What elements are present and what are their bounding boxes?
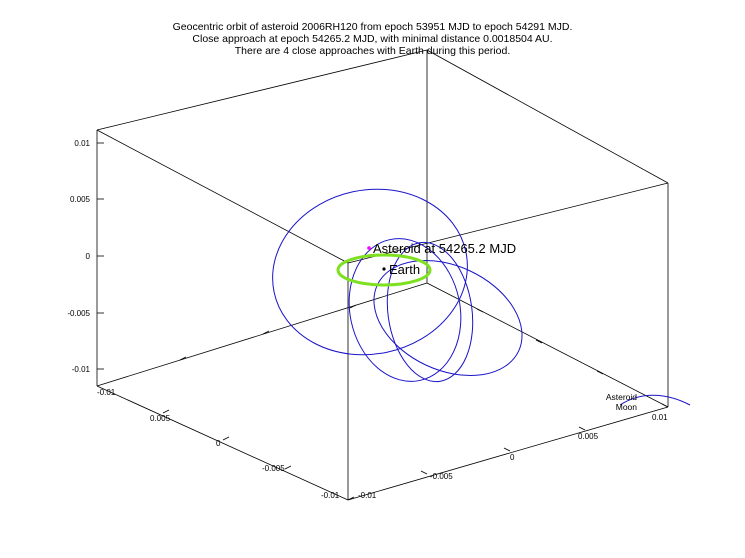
right-tick-label: -0.01 (358, 491, 377, 500)
tick-mark (535, 339, 543, 344)
asteroid-marker (367, 246, 371, 250)
right-tick-label: -0.005 (430, 472, 453, 481)
earth-marker (382, 267, 386, 271)
left-tick-label: -0.01 (97, 388, 116, 397)
z-tick-label: -0.01 (72, 365, 91, 374)
legend: Asteroid Moon (606, 392, 637, 412)
asteroid-orbit-loop (272, 188, 468, 356)
tick-mark (596, 370, 604, 375)
box-edge (96, 385, 349, 501)
asteroid-orbit (272, 188, 691, 406)
title-line-3: There are 4 close approaches with Earth … (234, 45, 511, 57)
tick-mark (179, 356, 187, 361)
box-edge (347, 182, 669, 264)
legend-entry-moon: Moon (616, 402, 638, 412)
asteroid-orbit-loop (386, 241, 474, 383)
title-line-2: Close approach at epoch 54265.2 MJD, wit… (192, 33, 553, 45)
tick-mark (349, 304, 357, 309)
tick-mark (476, 308, 484, 313)
tick-mark (578, 426, 586, 431)
tick-mark (262, 330, 270, 335)
tick-mark (420, 470, 428, 475)
left-axis-labels: -0.01 0.005 0 -0.005 -0.01 (97, 388, 340, 500)
plot-box (96, 49, 669, 501)
tick-mark (222, 436, 230, 441)
tick-mark (503, 447, 511, 452)
asteroid-position-label: Asteroid at 54265.2 MJD (373, 241, 516, 256)
box-edge (96, 49, 428, 131)
box-edge (96, 129, 349, 264)
box-edge (426, 49, 669, 184)
box-edge (347, 406, 669, 501)
title-line-1: Geocentric orbit of asteroid 2006RH120 f… (172, 21, 573, 33)
legend-entry-asteroid: Asteroid (606, 392, 637, 402)
tick-mark (347, 496, 355, 501)
box-edge (96, 282, 428, 387)
tick-marks (97, 142, 669, 501)
tick-mark (661, 403, 669, 408)
z-tick-label: 0 (86, 252, 91, 261)
moon-orbit (336, 253, 432, 287)
right-tick-label: 0.005 (578, 432, 599, 441)
left-tick-label: 0 (216, 439, 221, 448)
right-tick-label: 0 (510, 453, 515, 462)
z-tick-label: 0.005 (70, 195, 91, 204)
right-tick-label: 0.01 (652, 413, 668, 422)
left-tick-label: -0.01 (321, 491, 340, 500)
left-tick-label: -0.005 (262, 464, 285, 473)
box-edge (426, 282, 669, 408)
z-tick-label: -0.005 (67, 309, 90, 318)
right-axis-labels: -0.01 -0.005 0 0.005 0.01 (358, 413, 668, 500)
asteroid-orbit-loop (373, 259, 523, 377)
earth-label: Earth (389, 262, 420, 277)
tick-mark (284, 465, 292, 470)
asteroid-orbit-loop (348, 238, 462, 382)
z-tick-label: 0.01 (74, 139, 90, 148)
asteroid-orbit-segment (619, 394, 691, 406)
tick-mark (162, 409, 170, 414)
left-tick-label: 0.005 (150, 414, 171, 423)
z-axis-labels: 0.01 0.005 0 -0.005 -0.01 (67, 139, 90, 374)
